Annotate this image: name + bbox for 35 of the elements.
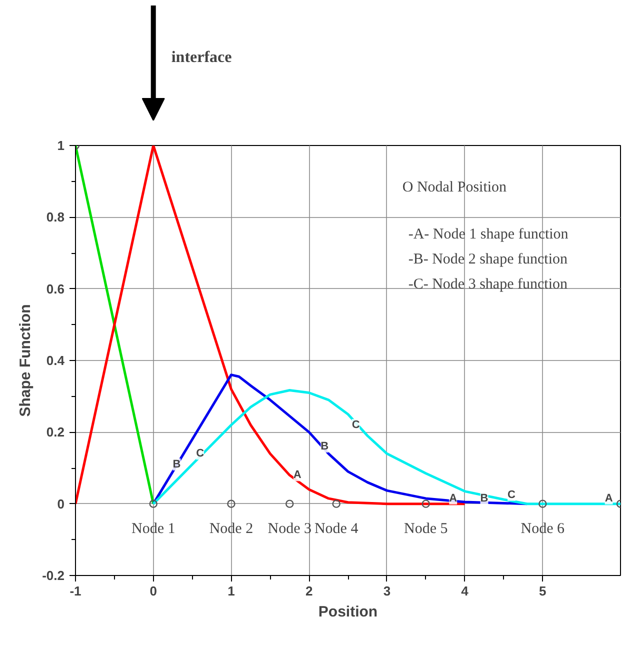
annotation: Node 5 (404, 521, 448, 538)
annotation: Node 2 (209, 521, 254, 538)
x-tick-label: -1 (70, 584, 82, 598)
x-tick-label: 0 (150, 584, 157, 598)
y-tick-label: 0.8 (46, 210, 65, 225)
text: interface (171, 48, 232, 66)
x-tick-label: 4 (461, 584, 470, 598)
annotation: A (604, 492, 613, 504)
x-tick-label: 2 (305, 584, 313, 598)
annotation: -A- Node 1 shape function (408, 226, 569, 242)
annotation: -B- Node 2 shape function (408, 252, 568, 268)
y-axis-title: Shape Function (17, 304, 34, 417)
y-tick-label: 1 (57, 138, 65, 153)
annotation: C (196, 448, 204, 460)
annotation: Node 6 (520, 521, 566, 538)
annotation: A (293, 469, 302, 482)
annotation: -C- Node 3 shape function (408, 276, 568, 292)
y-tick-label: -0.2 (42, 568, 65, 583)
x-tick-label: 5 (539, 584, 546, 598)
annotation: Node 3 (268, 521, 312, 538)
annotation: O Nodal Position (402, 180, 508, 196)
y-tick-label: 0 (57, 496, 65, 512)
annotation: Node 1 (131, 521, 176, 538)
x-tick-label: 3 (383, 584, 391, 598)
x-tick-label: 1 (228, 584, 235, 598)
y-tick-label: 0.2 (46, 424, 65, 440)
annotation: C (508, 488, 516, 501)
annotation: B (480, 492, 488, 504)
x-axis-title: Position (318, 604, 378, 620)
annotation: C (352, 419, 360, 431)
annotation: Node 4 (314, 521, 359, 538)
y-tick-label: 0.4 (46, 353, 66, 368)
y-tick-label: 0.6 (46, 281, 65, 296)
annotation: B (320, 440, 329, 452)
annotation: A (449, 492, 458, 504)
